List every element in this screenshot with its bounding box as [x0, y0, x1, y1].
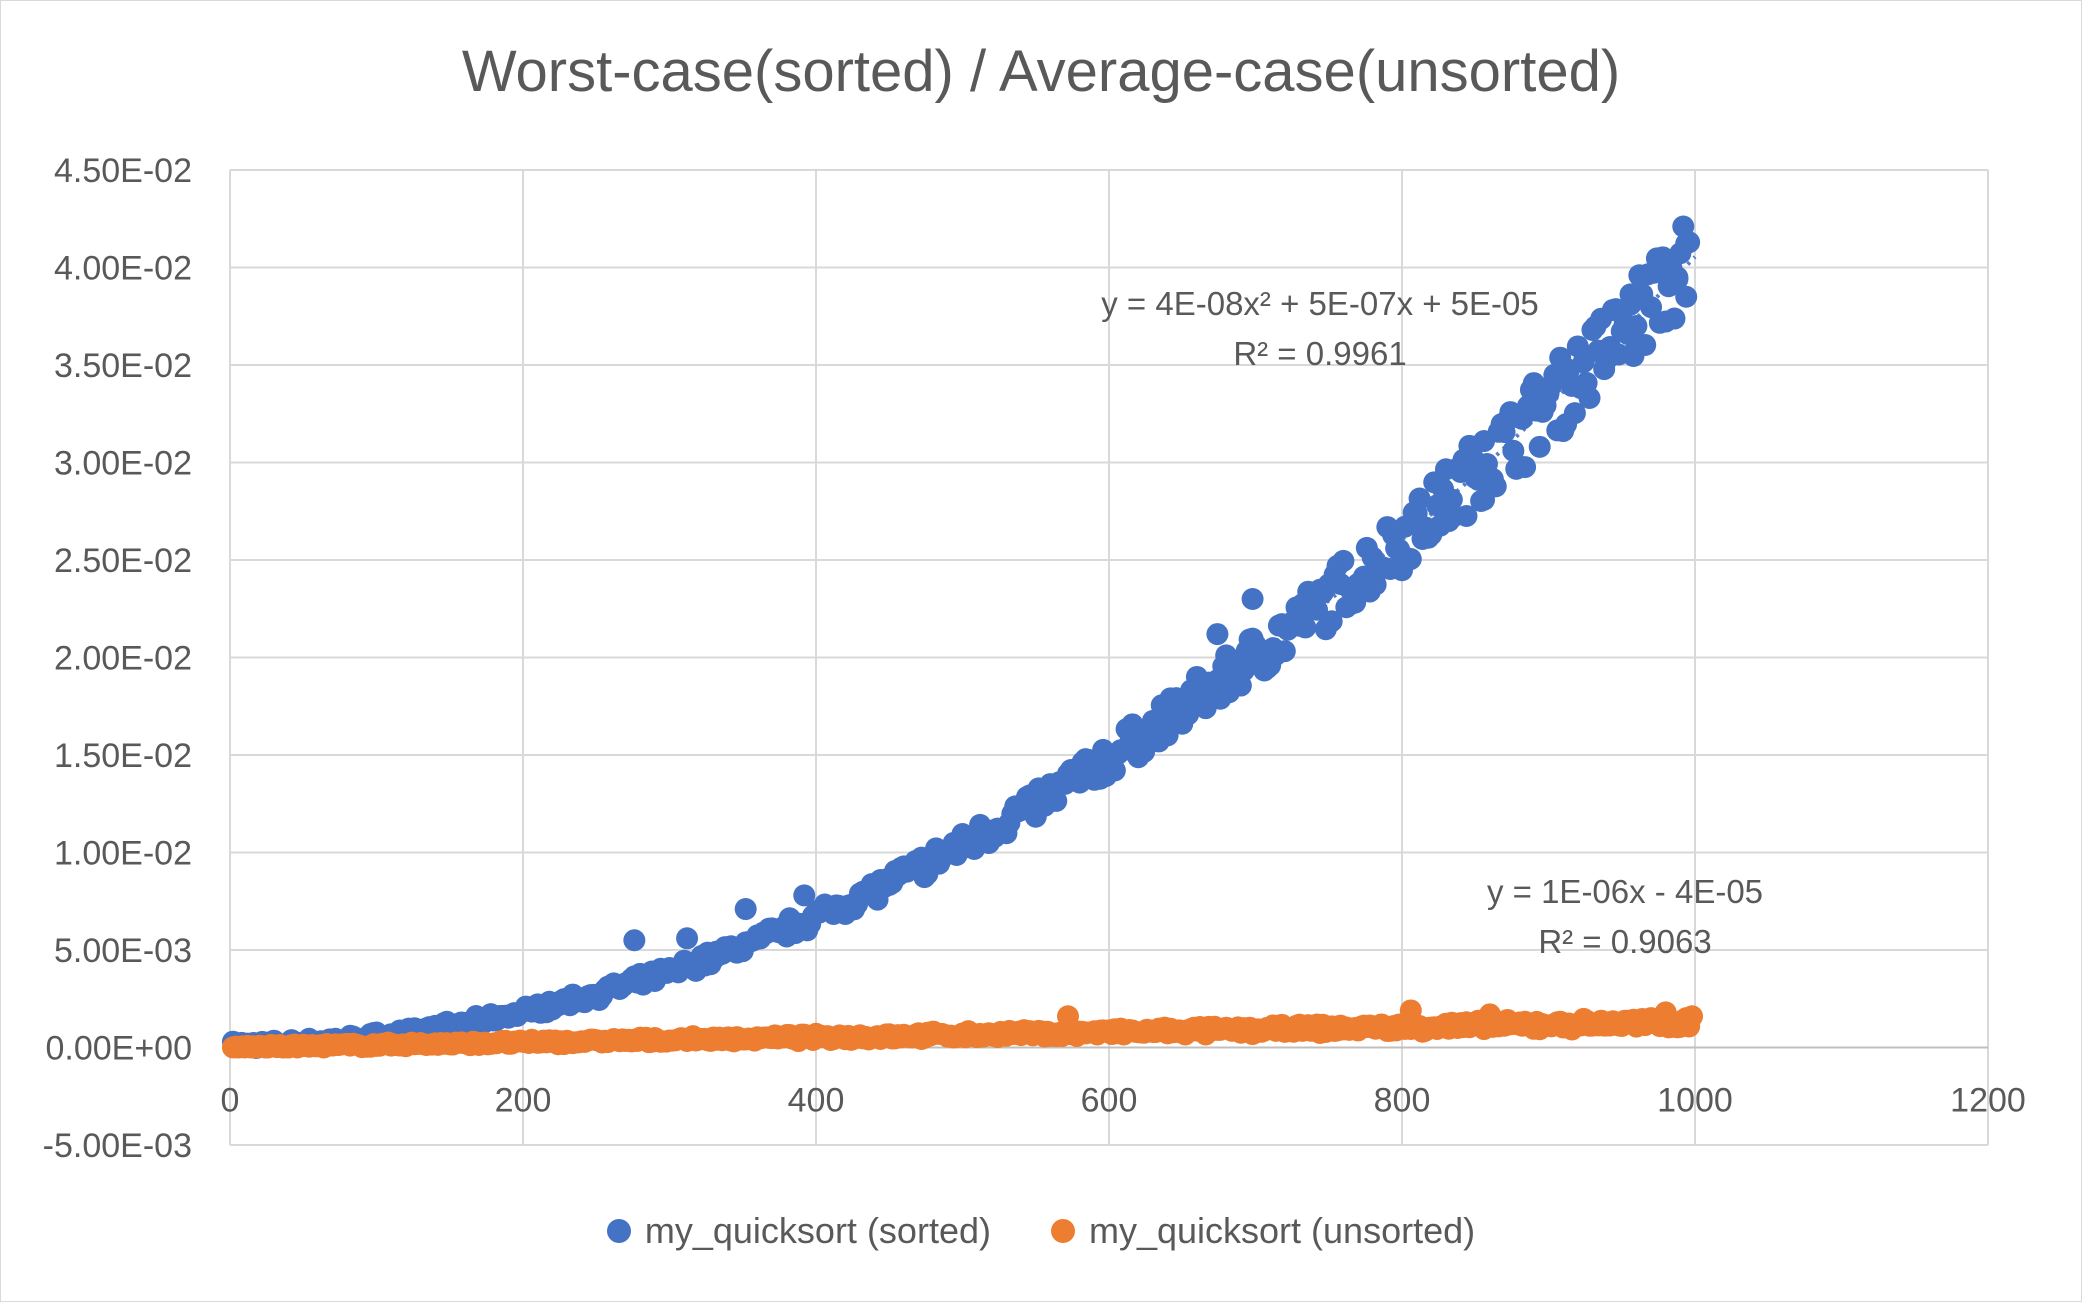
- data-point-unsorted: [1478, 1003, 1501, 1026]
- y-tick-label: 1.00E-02: [54, 835, 192, 873]
- data-point-sorted: [734, 898, 757, 921]
- data-point-sorted: [1675, 285, 1698, 308]
- data-point-unsorted: [1056, 1005, 1079, 1028]
- trendline-r2-unsorted: R² = 0.9063: [1538, 923, 1711, 960]
- data-point-unsorted: [1681, 1005, 1704, 1028]
- data-point-sorted: [1455, 505, 1478, 528]
- data-point-sorted: [1563, 402, 1586, 425]
- x-tick-label: 0: [221, 1082, 240, 1120]
- x-tick-label: 800: [1374, 1082, 1431, 1120]
- legend-marker-unsorted: [1050, 1219, 1075, 1243]
- data-point-sorted: [1666, 268, 1689, 291]
- data-point-sorted: [1103, 759, 1126, 782]
- chart-title: Worst-case(sorted) / Average-case(unsort…: [461, 39, 1621, 104]
- data-point-sorted: [1473, 430, 1496, 453]
- trendline-equation-unsorted: y = 1E-06x - 4E-05: [1487, 873, 1763, 910]
- trendline-sorted: [229, 255, 1697, 1049]
- data-point-sorted: [1528, 435, 1551, 458]
- data-point-sorted: [1634, 334, 1657, 357]
- data-point-sorted: [1320, 610, 1343, 633]
- series-sorted: [221, 215, 1701, 1059]
- data-point-sorted: [1332, 549, 1355, 572]
- y-tick-label: 5.00E-03: [54, 932, 192, 970]
- data-point-sorted: [623, 929, 646, 952]
- data-point-sorted: [1484, 475, 1507, 498]
- legend: my_quicksort (sorted) my_quicksort (unso…: [0, 1210, 2082, 1252]
- data-point-sorted: [1625, 315, 1648, 337]
- data-point-unsorted: [1399, 999, 1422, 1022]
- legend-item-sorted: my_quicksort (sorted): [606, 1210, 991, 1252]
- data-point-sorted: [1408, 487, 1431, 510]
- trendline-r2-sorted: R² = 0.9961: [1233, 335, 1406, 372]
- legend-label-unsorted: my_quicksort (unsorted): [1088, 1210, 1476, 1251]
- y-tick-label: 3.50E-02: [54, 347, 192, 385]
- data-point-sorted: [676, 927, 699, 950]
- data-point-unsorted: [1654, 1001, 1677, 1024]
- data-point-sorted: [1273, 640, 1296, 663]
- y-tick-label: 0.00E+00: [45, 1030, 192, 1068]
- y-tick-label: 2.50E-02: [54, 542, 192, 580]
- data-point-sorted: [1045, 789, 1068, 812]
- x-tick-label: 1200: [1950, 1082, 2026, 1120]
- x-tick-label: 200: [495, 1082, 552, 1120]
- data-point-sorted: [1364, 573, 1387, 596]
- x-tick-label: 400: [788, 1082, 845, 1120]
- data-point-sorted: [1578, 386, 1601, 409]
- x-tick-label: 600: [1081, 1082, 1138, 1120]
- y-tick-label: 3.00E-02: [54, 445, 192, 483]
- data-point-sorted: [1514, 456, 1537, 479]
- data-point-sorted: [793, 884, 816, 907]
- data-point-sorted: [1241, 588, 1264, 610]
- y-tick-label: 4.50E-02: [54, 152, 192, 190]
- trendline-unsorted: [229, 1020, 1696, 1050]
- legend-marker-sorted: [606, 1219, 631, 1243]
- data-point-sorted: [1206, 623, 1229, 646]
- x-tick-label: 1000: [1657, 1082, 1733, 1120]
- legend-item-unsorted: my_quicksort (unsorted): [1050, 1210, 1476, 1252]
- data-point-sorted: [1678, 231, 1701, 254]
- data-point-sorted: [1619, 293, 1642, 316]
- y-tick-label: 1.50E-02: [54, 737, 192, 775]
- y-tick-label: -5.00E-03: [43, 1127, 192, 1165]
- y-tick-label: 2.00E-02: [54, 640, 192, 678]
- y-tick-label: 4.00E-02: [54, 250, 192, 288]
- legend-label-sorted: my_quicksort (sorted): [644, 1210, 991, 1251]
- trendline-equation-sorted: y = 4E-08x² + 5E-07x + 5E-05: [1101, 285, 1539, 322]
- data-point-sorted: [1663, 307, 1686, 330]
- data-point-sorted: [1399, 548, 1422, 571]
